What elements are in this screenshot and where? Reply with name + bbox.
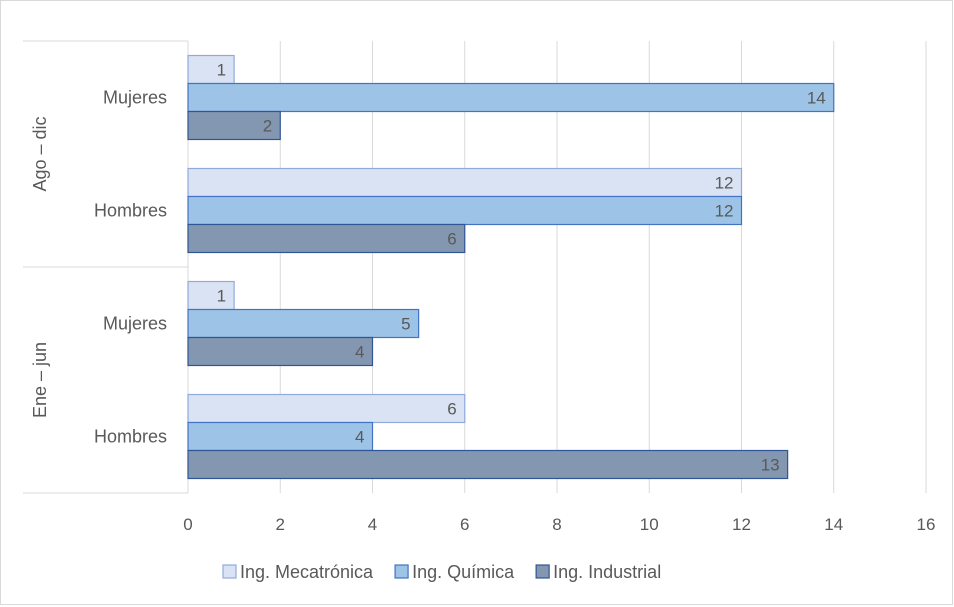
bar [187,110,281,141]
bar [187,54,235,85]
bars [187,54,835,480]
data-label: 2 [263,117,272,136]
bar [187,336,374,367]
x-tick-label: 8 [552,515,561,534]
bar [187,223,466,254]
data-label: 1 [217,61,226,80]
legend-swatch [222,564,237,579]
data-label: 13 [761,456,780,475]
category-label: Mujeres [103,88,167,108]
x-tick-label: 2 [276,515,285,534]
legend-label: Ing. Química [412,562,515,582]
legend-label: Ing. Industrial [553,562,661,582]
group-label: Ago – dic [30,116,50,191]
bar [187,82,835,113]
bar [187,280,235,311]
x-tick-label: 14 [824,515,843,534]
data-label: 4 [355,428,364,447]
x-tick-label: 0 [183,515,192,534]
group-label: Ene – jun [30,342,50,418]
gridlines [279,41,927,493]
legend-swatch [535,564,550,579]
bar [187,308,420,339]
bar [187,449,789,480]
legend: Ing. Mecatrónica Ing. Química Ing. Industr… [222,562,661,582]
x-tick-label: 6 [460,515,469,534]
data-label: 1 [217,287,226,306]
legend-swatch [394,564,409,579]
x-tick-label: 16 [917,515,936,534]
bar [187,421,374,452]
data-label: 12 [715,174,734,193]
legend-label: Ing. Mecatrónica [240,562,374,582]
category-label: Mujeres [103,314,167,334]
x-tick-label: 12 [732,515,751,534]
bar [187,167,743,198]
data-label: 5 [401,315,410,334]
category-label: Hombres [94,427,167,447]
category-label: Hombres [94,201,167,221]
bar [187,195,743,226]
data-label: 14 [807,89,826,108]
data-label: 6 [447,400,456,419]
data-labels: 6 4 13 1 5 4 12 12 6 1 14 2 [217,61,826,475]
data-label: 4 [355,343,364,362]
bar [187,393,466,424]
data-label: 6 [447,230,456,249]
x-tick-label: 10 [640,515,659,534]
data-label: 12 [715,202,734,221]
x-tick-label: 4 [368,515,377,534]
